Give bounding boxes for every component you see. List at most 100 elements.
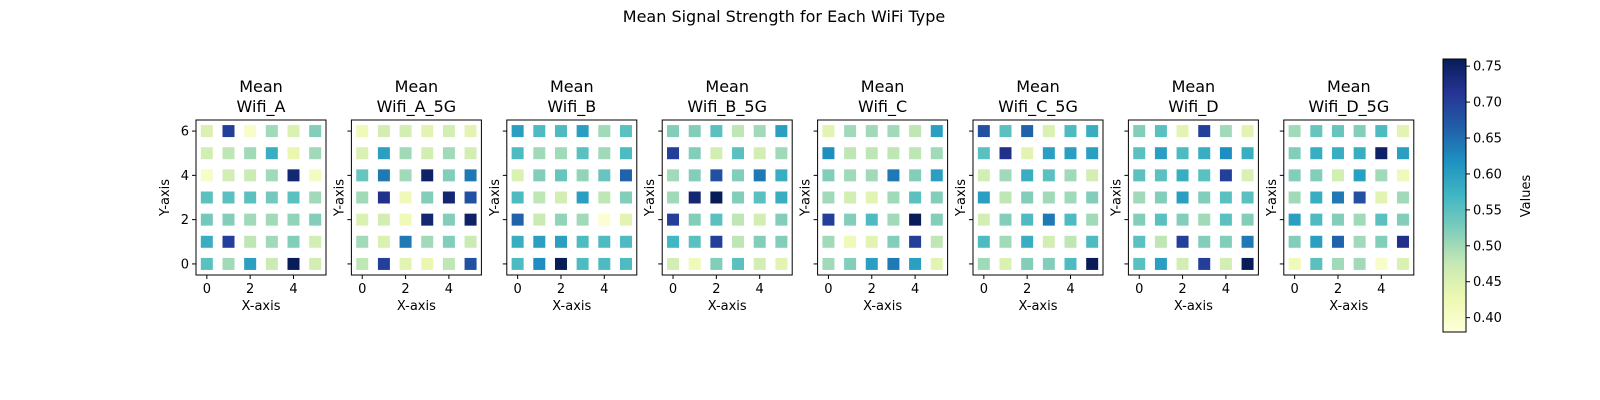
heatmap-cell (822, 235, 835, 248)
x-tick-label: 2 (557, 282, 565, 297)
heatmap-cell (710, 147, 723, 160)
heatmap-cell (909, 125, 922, 138)
heatmap-cell (309, 147, 322, 160)
heatmap-cell (222, 213, 235, 226)
heatmap-cell (1331, 169, 1344, 182)
heatmap-cell (775, 169, 788, 182)
x-axis-label: X-axis (1329, 299, 1368, 314)
heatmap-cell (377, 213, 390, 226)
heatmap-cell (200, 235, 213, 248)
x-tick-label: 0 (669, 282, 677, 297)
heatmap-cell (1198, 125, 1211, 138)
heatmap-cell (1396, 147, 1409, 160)
x-tick-label: 2 (1023, 282, 1031, 297)
heatmap-cell (1219, 235, 1232, 248)
heatmap-cell (265, 213, 278, 226)
heatmap-cell (1198, 257, 1211, 270)
heatmap-cell (667, 147, 680, 160)
heatmap-cell (732, 169, 745, 182)
x-tick-label: 0 (1135, 282, 1143, 297)
heatmap-cell (930, 191, 943, 204)
heatmap-cell (533, 169, 546, 182)
heatmap-cell (421, 213, 434, 226)
heatmap-cell (1375, 169, 1388, 182)
heatmap-cell (265, 235, 278, 248)
heatmap-cell (688, 169, 701, 182)
heatmap-cell (753, 125, 766, 138)
heatmap-cell (1353, 213, 1366, 226)
heatmap-cell (1331, 235, 1344, 248)
heatmap-cell (356, 235, 369, 248)
colorbar-tick-label: 0.40 (1473, 311, 1502, 326)
heatmap-cell (1064, 191, 1077, 204)
x-tick-label: 2 (1334, 282, 1342, 297)
panel-title-line1: Mean (550, 77, 594, 96)
heatmap-cell (554, 125, 567, 138)
y-tick-label: 0 (181, 257, 189, 272)
heatmap-cell (309, 235, 322, 248)
heatmap-cell (619, 213, 632, 226)
x-tick-label: 0 (203, 282, 211, 297)
heatmap-cell (222, 125, 235, 138)
heatmap-cell (464, 213, 477, 226)
heatmap-cell (1064, 125, 1077, 138)
heatmap-cell (977, 257, 990, 270)
heatmap-cell (710, 191, 723, 204)
heatmap-cell (200, 191, 213, 204)
heatmap-cell (1021, 257, 1034, 270)
heatmap-cell (667, 191, 680, 204)
heatmap-cell (1133, 257, 1146, 270)
x-tick-label: 2 (712, 282, 720, 297)
heatmap-cell (533, 213, 546, 226)
heatmap-cell (399, 169, 412, 182)
heatmap-cell (775, 257, 788, 270)
heatmap-cell (1064, 169, 1077, 182)
heatmap-cell (1154, 147, 1167, 160)
heatmap-cell (1064, 147, 1077, 160)
heatmap-cell (1176, 147, 1189, 160)
heatmap-cell (688, 191, 701, 204)
heatmap-cell (753, 257, 766, 270)
heatmap-cell (930, 235, 943, 248)
y-axis-label: Y-axis (158, 179, 173, 217)
colorbar-tick-label: 0.65 (1473, 132, 1502, 147)
panel-title-line1: Mean (861, 77, 905, 96)
heatmap-cell (1154, 213, 1167, 226)
panel-background (817, 120, 948, 275)
heatmap-cell (1288, 125, 1301, 138)
heatmap-cell (399, 213, 412, 226)
heatmap-cell (576, 125, 589, 138)
heatmap-cell (598, 169, 611, 182)
heatmap-cell (1353, 147, 1366, 160)
heatmap-cell (1241, 169, 1254, 182)
y-axis-label: Y-axis (643, 179, 658, 217)
heatmap-cell (554, 213, 567, 226)
heatmap-cell (244, 191, 257, 204)
heatmap-cell (999, 235, 1012, 248)
heatmap-cell (399, 191, 412, 204)
heatmap-cell (464, 125, 477, 138)
heatmap-cell (999, 147, 1012, 160)
panel-title-line1: Mean (705, 77, 749, 96)
heatmap-cell (1353, 169, 1366, 182)
heatmap-cell (377, 191, 390, 204)
x-tick-label: 4 (1377, 282, 1385, 297)
heatmap-cell (1375, 147, 1388, 160)
heatmap-cell (822, 125, 835, 138)
panel-title-line1: Mean (395, 77, 439, 96)
heatmap-cell (287, 235, 300, 248)
colorbar-tick-label: 0.45 (1473, 275, 1502, 290)
heatmap-cell (1396, 169, 1409, 182)
panel-background (1283, 120, 1414, 275)
heatmap-cell (554, 257, 567, 270)
heatmap-cell (977, 235, 990, 248)
heatmap-cell (1375, 235, 1388, 248)
heatmap-cell (1133, 169, 1146, 182)
heatmap-cell (1219, 169, 1232, 182)
heatmap-cell (619, 169, 632, 182)
heatmap-cell (511, 213, 524, 226)
heatmap-cell (1064, 235, 1077, 248)
heatmap-cell (909, 213, 922, 226)
